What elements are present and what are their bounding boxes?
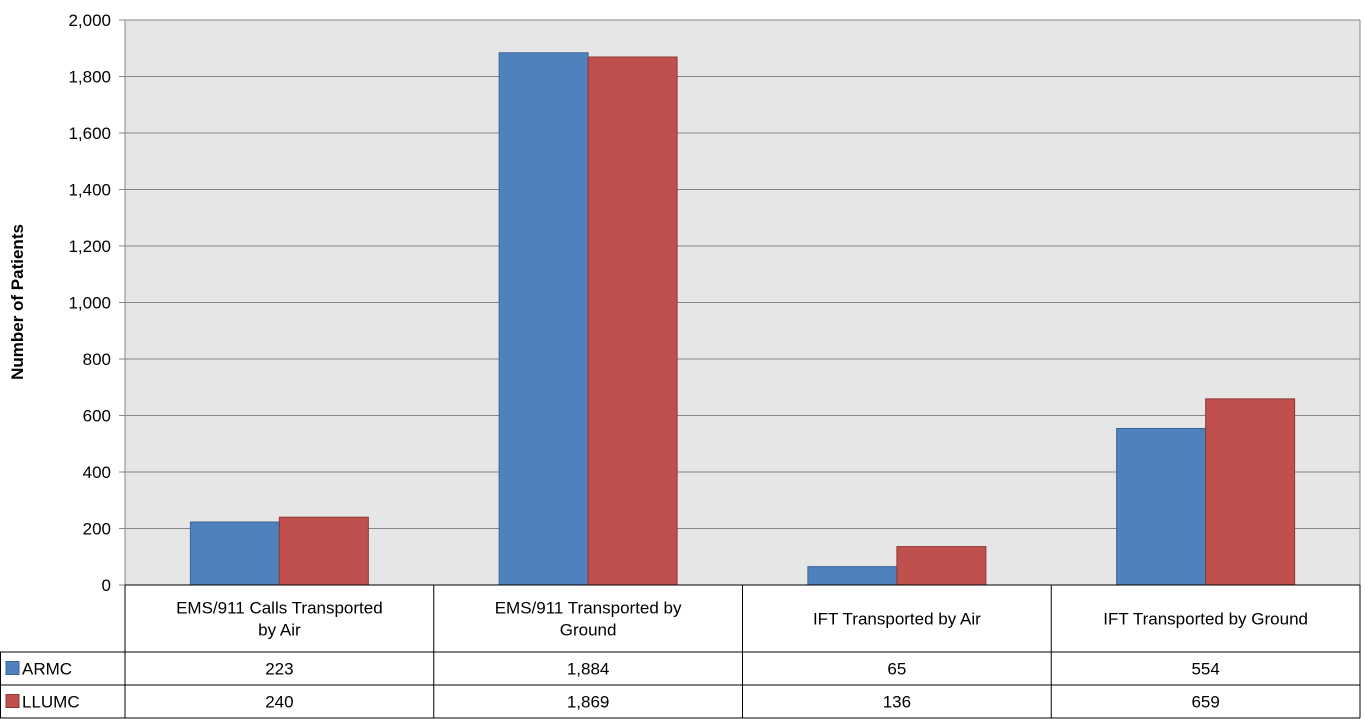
bar-llumc <box>1205 398 1296 586</box>
y-tick-label: 1,600 <box>68 124 111 143</box>
legend-label-llumc: LLUMC <box>22 693 80 712</box>
y-tick-label: 400 <box>83 463 111 482</box>
legend-label-armc: ARMC <box>22 660 72 679</box>
data-label: 554 <box>1191 660 1219 679</box>
bars <box>189 52 1296 586</box>
y-tick-label: 200 <box>83 520 111 539</box>
data-label: 223 <box>265 660 293 679</box>
x-tick-label: IFT Transported by Air <box>813 610 981 629</box>
y-tick-label: 1,000 <box>68 294 111 313</box>
y-tick-label: 1,200 <box>68 237 111 256</box>
data-label: 659 <box>1191 693 1219 712</box>
y-tick-label: 800 <box>83 350 111 369</box>
y-tick-label: 0 <box>102 576 111 595</box>
data-label: 1,869 <box>567 693 610 712</box>
data-label: 136 <box>883 693 911 712</box>
data-table: EMS/911 Calls Transported by Air EMS/911 T… <box>0 584 1361 719</box>
x-tick-label: EMS/911 Calls Transported by Air <box>176 599 383 640</box>
y-axis-ticks: 0 200 400 600 800 1,000 1,200 1,400 1,600 1,800 2,… <box>68 11 111 595</box>
bar-llumc <box>896 546 987 586</box>
bar-armc <box>1116 427 1207 586</box>
y-tick-label: 1,800 <box>68 68 111 87</box>
bar-armc <box>498 52 589 586</box>
legend-swatch-armc <box>5 661 20 675</box>
bar-llumc <box>278 516 369 586</box>
x-tick-label: IFT Transported by Ground <box>1103 610 1308 629</box>
y-tick-label: 600 <box>83 407 111 426</box>
legend-swatch-llumc <box>5 694 20 708</box>
bar-llumc <box>587 56 678 586</box>
bar-armc <box>807 566 898 586</box>
x-tick-label: EMS/911 Transported by Ground <box>495 599 682 640</box>
data-label: 240 <box>265 693 293 712</box>
y-axis-label: Number of Patients <box>8 224 27 380</box>
y-tick-label: 2,000 <box>68 11 111 30</box>
y-tick-label: 1,400 <box>68 181 111 200</box>
bar-armc <box>189 521 280 586</box>
data-label: 65 <box>887 660 906 679</box>
data-label: 1,884 <box>567 660 610 679</box>
